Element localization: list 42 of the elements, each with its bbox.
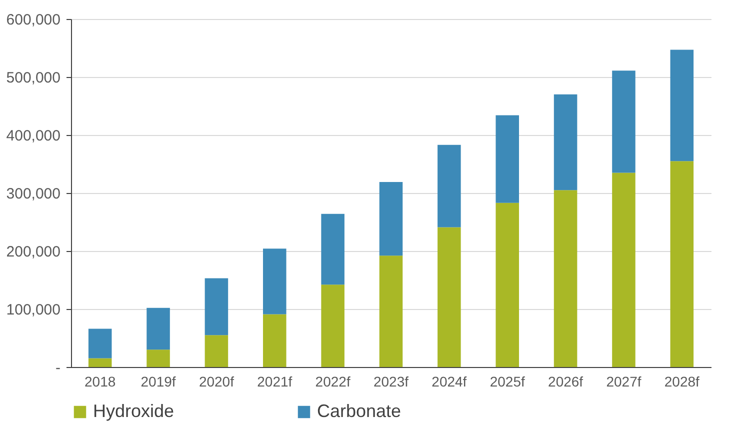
bar	[379, 182, 403, 256]
bar	[496, 202, 519, 367]
y-tick-label: -	[56, 360, 60, 376]
legend-label: Hydroxide	[93, 401, 174, 421]
y-tick-label: 300,000	[6, 186, 60, 202]
y-tick-label: 600,000	[6, 12, 60, 28]
x-tick-label: 2023f	[373, 374, 409, 390]
y-tick-label: 100,000	[6, 302, 60, 318]
bar	[554, 94, 578, 190]
legend-label: Carbonate	[317, 401, 402, 421]
bar	[670, 161, 694, 367]
bar	[438, 227, 461, 367]
x-tick-label: 2020f	[198, 374, 234, 390]
x-tick-label: 2018	[84, 374, 116, 390]
x-tick-label: 2019f	[140, 374, 176, 390]
y-tick-label: 200,000	[6, 244, 60, 260]
x-tick-label: 2028f	[664, 374, 700, 390]
bar	[321, 284, 344, 367]
y-tick-label: 400,000	[6, 128, 60, 144]
x-tick-label: 2022f	[315, 374, 350, 390]
bar	[263, 314, 286, 367]
x-tick-label: 2024f	[432, 374, 467, 390]
bar	[146, 350, 170, 367]
bar	[496, 115, 519, 203]
bar	[146, 308, 170, 350]
x-tick-label: 2027f	[606, 374, 642, 390]
bar	[612, 70, 636, 173]
bar	[670, 50, 694, 162]
y-tick-label: 500,000	[6, 70, 60, 86]
x-tick-label: 2025f	[490, 374, 525, 390]
bar	[263, 248, 286, 314]
bar	[88, 328, 112, 358]
x-tick-label: 2021f	[257, 374, 292, 390]
bar	[438, 144, 461, 228]
bar	[204, 335, 228, 367]
bar	[321, 214, 344, 285]
bar	[554, 190, 578, 367]
bar	[204, 278, 228, 336]
x-tick-label: 2026f	[548, 374, 584, 390]
bar	[612, 172, 636, 367]
bar	[88, 358, 112, 367]
bar	[379, 256, 403, 367]
